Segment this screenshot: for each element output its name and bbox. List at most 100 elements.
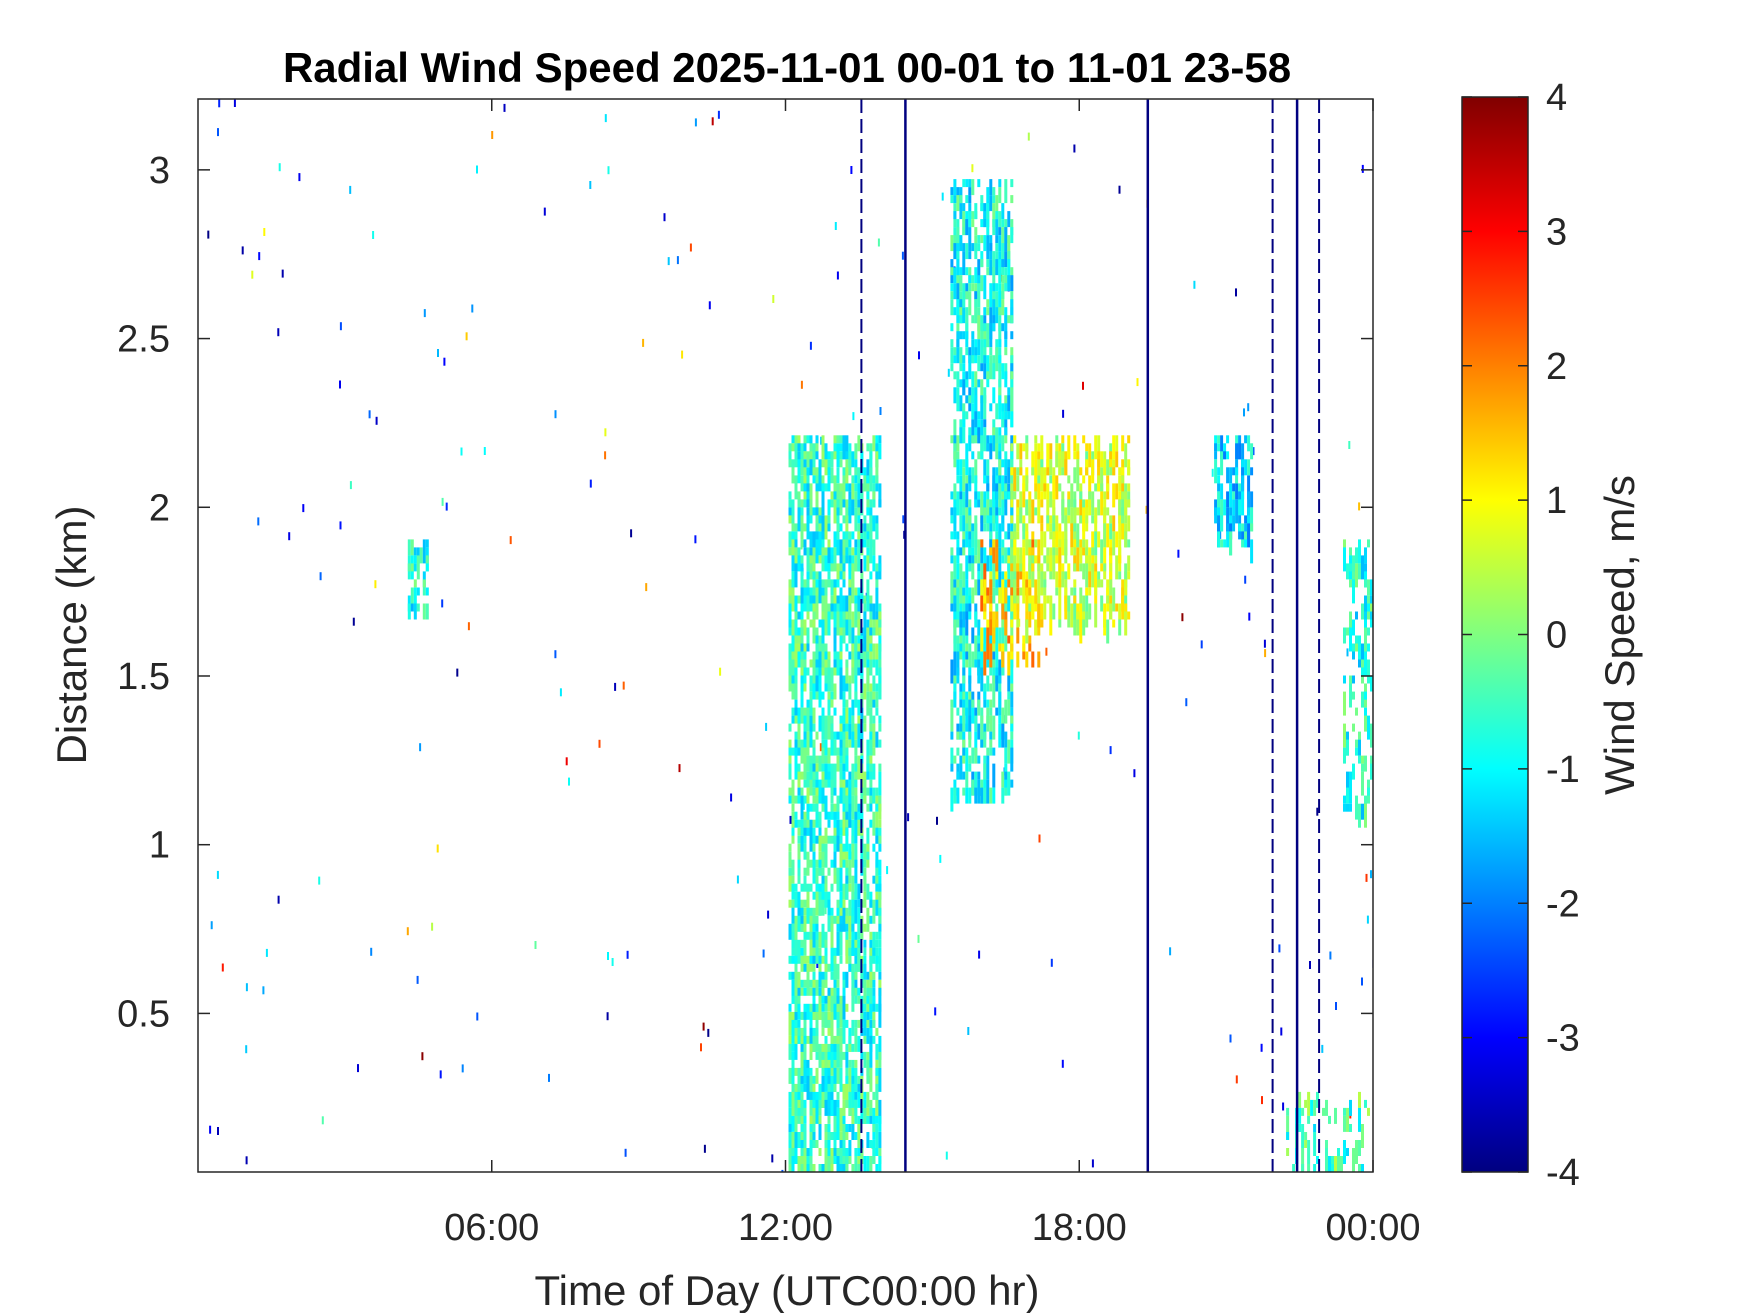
rising-layer-cell (1121, 435, 1125, 452)
convective-column-early-cell (791, 995, 795, 1004)
rising-layer-cell (1055, 531, 1059, 548)
convective-column-early-cell (818, 1164, 822, 1172)
convective-column-early-cell (875, 683, 879, 692)
convective-column-early-cell (791, 499, 795, 524)
speckle-cell (1091, 1159, 1094, 1168)
convective-column-early-cell (833, 1099, 837, 1124)
convective-column-early-cell (800, 443, 804, 468)
convective-column-early-cell (869, 979, 873, 988)
convective-column-early-cell (854, 1091, 858, 1100)
convective-column-early-cell (830, 1051, 834, 1068)
convective-column-early-cell (815, 603, 819, 620)
convective-column-early-cell (878, 971, 882, 980)
convective-column-late-cell (959, 499, 963, 516)
rising-layer-cell (1094, 435, 1098, 460)
speckle-cell (210, 921, 213, 930)
rising-layer-cell (1019, 547, 1023, 572)
rising-layer-cell (1022, 547, 1026, 572)
rising-layer-cell (1076, 547, 1080, 572)
convective-column-early-cell (812, 931, 816, 948)
rising-layer-warm-core-cell (1025, 579, 1029, 596)
convective-column-early-cell (857, 699, 861, 716)
convective-column-early-cell (863, 1003, 867, 1012)
convective-column-early-cell (842, 851, 846, 860)
layer-cluster-evening-cell (1226, 507, 1230, 532)
convective-column-early-cell (812, 979, 816, 988)
speckle-cell (339, 521, 342, 530)
convective-column-early-cell (878, 1035, 882, 1060)
convective-column-early-cell (860, 707, 864, 724)
rising-layer-cell (1046, 483, 1050, 500)
speckle-cell (218, 99, 221, 108)
speckle-cell (700, 1043, 702, 1052)
convective-column-early-cell (863, 963, 867, 980)
convective-column-early-cell (806, 827, 810, 836)
convective-column-early-cell (869, 451, 873, 476)
convective-column-early-cell (869, 795, 873, 804)
convective-column-early-cell (851, 899, 855, 924)
convective-column-early-cell (803, 795, 807, 804)
convective-column-late-cell (977, 427, 981, 444)
convective-column-late-cell (959, 563, 963, 580)
convective-column-late-cell (1001, 227, 1005, 252)
convective-column-late-cell (959, 691, 963, 700)
convective-column-early-cell (788, 1067, 792, 1084)
convective-column-late-cell (992, 515, 996, 524)
convective-column-early-cell (824, 1011, 828, 1028)
convective-column-early-cell (875, 619, 879, 636)
convective-column-early-cell (872, 763, 876, 780)
convective-column-early-cell (812, 1132, 816, 1140)
convective-column-early-cell (797, 1067, 801, 1092)
convective-column-early-cell (800, 659, 804, 668)
convective-column-late-cell (959, 515, 963, 532)
convective-column-early-cell (836, 755, 840, 772)
convective-column-early-cell (848, 739, 852, 748)
convective-column-late-cell (956, 731, 960, 740)
convective-column-late-cell (956, 651, 960, 676)
x-axis-label: Time of Day (UTC00:00 hr) (535, 1267, 1040, 1313)
rising-layer-cell (1040, 571, 1044, 596)
convective-column-late-cell (968, 211, 972, 228)
rising-layer-cell (1079, 603, 1083, 620)
layer-cluster-evening-cell (1217, 531, 1221, 548)
convective-column-late-cell (974, 659, 978, 668)
rising-layer-cell (1058, 619, 1062, 628)
convective-column-late-cell (1007, 395, 1011, 412)
convective-column-late-cell (992, 363, 996, 380)
convective-column-late-cell (1004, 483, 1008, 492)
convective-column-early-cell (869, 1027, 873, 1036)
convective-column-early-cell (821, 1003, 825, 1012)
x-tick-label: 00:00 (1325, 1207, 1420, 1249)
speckle-cell (258, 252, 261, 261)
convective-column-late-cell (950, 579, 954, 604)
convective-column-early-cell (875, 707, 879, 716)
convective-column-early-cell (836, 563, 840, 588)
convective-column-late-cell (992, 651, 996, 660)
convective-column-early-cell (875, 883, 879, 892)
convective-column-early-cell (812, 467, 816, 476)
late-column-right-cell (1364, 715, 1367, 732)
late-column-right-cell (1364, 627, 1367, 652)
rising-layer-cell (1097, 579, 1101, 588)
convective-column-early-cell (809, 763, 813, 788)
convective-column-early-cell (800, 1164, 804, 1172)
convective-column-early-cell (806, 755, 810, 772)
convective-column-late-cell (998, 507, 1002, 516)
speckle-cell (676, 256, 679, 265)
convective-column-late-cell (1007, 315, 1011, 324)
convective-column-early-cell (845, 723, 849, 732)
speckle-cell (476, 1012, 479, 1021)
convective-column-late-cell (968, 227, 972, 252)
speckle-cell (939, 854, 942, 863)
convective-column-early-cell (857, 1035, 861, 1052)
convective-column-early-cell (824, 515, 828, 540)
late-column-right-cell (1364, 803, 1367, 828)
convective-column-late-cell (998, 179, 1002, 188)
rising-layer-cell (1073, 451, 1077, 460)
convective-column-late-cell (968, 179, 972, 188)
rising-layer-cell (1106, 619, 1110, 644)
convective-column-early-cell (845, 1003, 849, 1012)
speckle-cell (1329, 951, 1332, 960)
convective-column-early-cell (806, 891, 810, 900)
late-column-right-cell (1361, 771, 1364, 796)
